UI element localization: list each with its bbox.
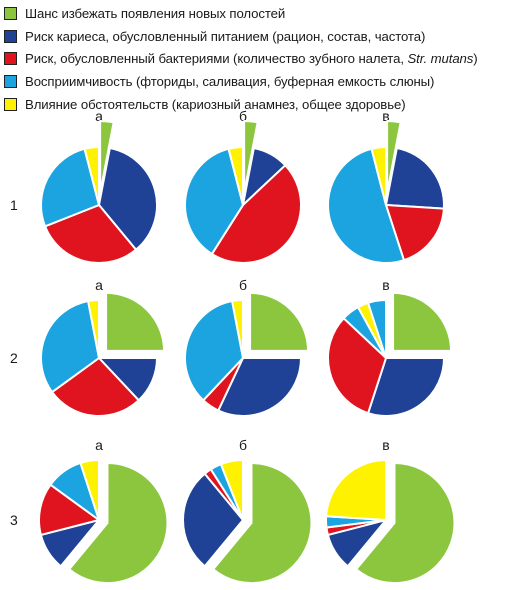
legend-swatch (4, 75, 17, 89)
column-label: а (95, 277, 103, 293)
legend-swatch (4, 6, 17, 20)
legend-item-susceptibility: Восприимчивость (фториды, саливация, буф… (4, 70, 529, 93)
legend-item-bacteria-risk: Риск, обусловленный бактериями (количест… (4, 48, 529, 71)
legend: Шанс избежать появления новых полостей Р… (4, 2, 529, 116)
pie-slice (370, 146, 387, 206)
pie-slice (79, 459, 100, 521)
pie-slice (210, 164, 302, 264)
column-label: в (382, 437, 389, 453)
pie-slice (212, 462, 313, 584)
column-label: в (382, 108, 389, 124)
legend-swatch (4, 52, 17, 66)
pie-slice (367, 299, 387, 359)
pie-slice (249, 291, 310, 352)
pie-slice (243, 120, 259, 195)
pie-3-в (325, 459, 456, 584)
pie-slice (227, 146, 244, 206)
legend-label: Риск кариеса, обусловленный питанием (ра… (25, 28, 426, 44)
pie-slice (68, 462, 169, 584)
legend-label: Восприимчивость (фториды, саливация, буф… (25, 74, 435, 90)
legend-label: Шанс избежать появления новых полостей (25, 5, 286, 21)
pie-slice (44, 204, 137, 264)
pie-slice (386, 120, 402, 195)
pie-slice (217, 357, 302, 417)
row-label: 1 (10, 197, 18, 213)
pie-slice (87, 299, 100, 359)
pie-3-б (182, 459, 313, 584)
row-label: 3 (10, 512, 18, 528)
legend-swatch (4, 29, 17, 43)
pie-slice (385, 147, 445, 210)
pie-slice (325, 459, 387, 521)
pie-slice (392, 291, 453, 352)
column-label: б (239, 277, 247, 293)
pie-slice (327, 317, 387, 415)
pie-slice (99, 120, 115, 195)
legend-item-avoid-cavities: Шанс избежать появления новых полостей (4, 2, 529, 25)
legend-label: Риск, обусловленный бактериями (количест… (25, 51, 478, 67)
pie-2-б (184, 291, 310, 417)
legend-item-circumstances: Влияние обстоятельств (кариозный анамнез… (4, 93, 529, 116)
pie-3-а (38, 459, 169, 584)
pie-2-в (327, 291, 453, 417)
column-label: б (239, 437, 247, 453)
pie-slice (184, 147, 244, 255)
legend-item-diet-risk: Риск кариеса, обусловленный питанием (ра… (4, 25, 529, 48)
pie-slice (219, 459, 244, 521)
column-label: а (95, 437, 103, 453)
legend-label: Влияние обстоятельств (кариозный анамнез… (25, 97, 406, 113)
column-label: в (382, 277, 389, 293)
pie-slice (98, 147, 158, 251)
pie-slice (182, 472, 244, 568)
pie-1-б (184, 120, 302, 264)
row-label: 2 (10, 350, 18, 366)
pie-slice (40, 300, 100, 394)
pie-1-в (327, 120, 445, 264)
pie-slice (83, 146, 100, 206)
pie-slice (40, 147, 100, 228)
pie-1-а (40, 120, 158, 264)
pie-slice (355, 462, 456, 584)
pie-slice (231, 299, 244, 359)
pie-slice (327, 147, 405, 264)
pie-2-а (40, 291, 166, 417)
legend-swatch (4, 98, 17, 112)
column-label: б (239, 108, 247, 124)
pie-slice (38, 483, 100, 536)
pie-slice (105, 291, 166, 352)
column-label: а (95, 108, 103, 124)
pie-slice (184, 300, 244, 402)
pie-slice (51, 357, 140, 417)
pie-slice (367, 357, 445, 417)
